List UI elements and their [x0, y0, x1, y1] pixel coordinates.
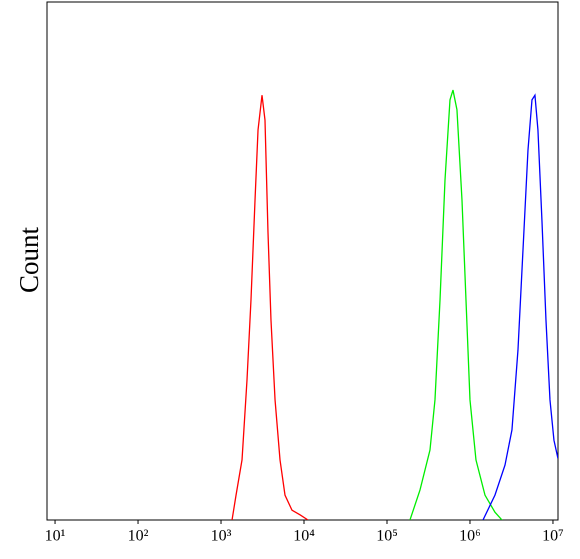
x-tick-label: 10²: [128, 528, 149, 545]
histogram-line: [231, 95, 309, 520]
histogram-line: [482, 93, 558, 520]
x-tick-label: 10⁶: [459, 528, 481, 545]
x-tick-label: 10³: [211, 528, 232, 545]
histogram-line: [409, 89, 503, 520]
x-tick-label: 10⁷: [542, 528, 564, 545]
y-axis-label: Count: [14, 226, 44, 293]
plot-lines: [231, 89, 558, 520]
x-tick-label: 10¹: [45, 528, 66, 545]
x-tick-label: 10⁴: [293, 528, 315, 545]
x-tick-label: 10⁵: [376, 528, 398, 545]
plot-frame: [46, 1, 559, 521]
